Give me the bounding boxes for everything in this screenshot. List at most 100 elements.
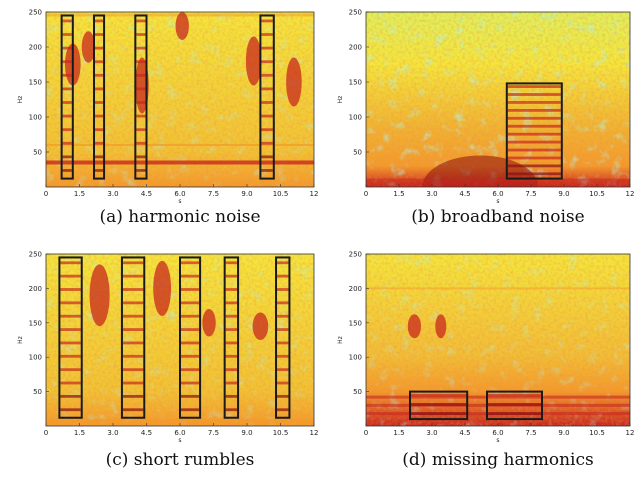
harmonic-stripe (122, 368, 144, 372)
y-tick-label: 100 (349, 354, 362, 362)
x-tick-label: 12 (626, 190, 635, 198)
x-tick-label: 6.0 (492, 190, 503, 198)
harmonic-stripe (277, 354, 289, 358)
y-tick-label: 150 (29, 319, 42, 327)
harmonic-stripe (62, 73, 72, 77)
harmonic-stripe (95, 87, 104, 91)
noise-band (46, 419, 314, 426)
harmonic-stripe (277, 381, 289, 385)
harmonic-stripe (507, 85, 561, 88)
x-tick-label: 1.5 (393, 190, 404, 198)
y-tick-label: 250 (29, 251, 42, 259)
harmonic-stripe (507, 108, 561, 112)
x-tick-label: 9.0 (241, 190, 252, 198)
y-tick-label: 200 (349, 285, 362, 293)
x-tick-label: 10.5 (273, 190, 289, 198)
harmonic-stripe (136, 46, 146, 50)
harmonic-stripe (507, 164, 561, 168)
harmonic-stripe (181, 354, 200, 358)
y-tick-label: 200 (29, 285, 42, 293)
y-tick-label: 250 (29, 9, 42, 17)
harmonic-stripe (181, 394, 200, 398)
harmonic-stripe (60, 328, 81, 331)
harmonic-stripe (507, 148, 561, 152)
harmonic-stripe (225, 274, 238, 278)
harmonic-stripe (181, 368, 200, 372)
x-tick-label: 4.5 (459, 190, 470, 198)
harmonic-stripe (62, 19, 72, 23)
y-axis-label: Hz (17, 336, 24, 344)
x-tick-label: 3.0 (426, 429, 437, 437)
call-streak (175, 12, 189, 40)
y-tick-label: 100 (29, 114, 42, 122)
call-streak (89, 264, 110, 327)
panel-caption: (d) missing harmonics (402, 450, 593, 470)
harmonic-stripe (181, 381, 200, 385)
harmonic-stripe (507, 132, 561, 136)
y-tick-label: 100 (29, 354, 42, 362)
harmonic-stripe (122, 328, 144, 331)
harmonic-stripe (62, 114, 72, 118)
harmonic-stripe (136, 73, 146, 77)
spectrogram-b (366, 12, 630, 187)
harmonic-stripe (225, 341, 238, 345)
harmonic-stripe (62, 128, 72, 132)
harmonic-stripe (60, 381, 81, 385)
x-tick-label: 6.0 (492, 429, 503, 437)
y-tick-label: 150 (29, 79, 42, 87)
harmonic-stripe (122, 274, 144, 278)
harmonic-stripe (225, 301, 238, 305)
y-axis-label: Hz (17, 96, 24, 104)
harmonic-stripe (507, 101, 561, 104)
harmonic-stripe (181, 408, 200, 412)
harmonic-stripe (122, 301, 144, 305)
annotation-box (275, 256, 291, 419)
harmonic-stripe (411, 393, 467, 397)
harmonic-stripe (60, 341, 81, 345)
x-tick-label: 10.5 (589, 190, 605, 198)
y-tick-label: 50 (33, 388, 42, 396)
call-streak (202, 309, 216, 337)
harmonic-stripe (261, 33, 273, 36)
call-streak (245, 36, 262, 86)
x-tick-label: 7.5 (208, 429, 219, 437)
harmonic-stripe (136, 19, 146, 23)
harmonic-stripe (60, 408, 81, 412)
y-tick-label: 100 (349, 114, 362, 122)
harmonic-stripe (136, 128, 146, 132)
call-streak (81, 31, 96, 63)
harmonic-stripe (181, 261, 200, 265)
x-tick-label: 0 (364, 190, 368, 198)
harmonic-stripe (95, 155, 104, 159)
x-tick-label: 10.5 (273, 429, 289, 437)
x-tick-label: 3.0 (107, 190, 118, 198)
harmonic-stripe (277, 314, 289, 318)
harmonic-stripe (277, 288, 289, 291)
harmonic-stripe (181, 341, 200, 345)
harmonic-stripe (95, 19, 104, 23)
panel-b: 0 1.5 3.0 4.5 6.0 7.5 9.0 10.5 12 50 100 150 200 250 s… (337, 9, 634, 228)
harmonic-stripe (181, 314, 200, 318)
harmonic-stripe (122, 288, 144, 291)
x-tick-label: 12 (310, 429, 319, 437)
harmonic-stripe (62, 46, 72, 50)
call-streak (153, 260, 172, 316)
harmonic-stripe (62, 101, 72, 104)
harmonic-stripe (122, 381, 144, 385)
harmonic-stripe (136, 141, 146, 145)
x-tick-label: 9.0 (558, 429, 569, 437)
harmonic-stripe (181, 328, 200, 331)
harmonic-stripe (122, 314, 144, 318)
harmonic-stripe (225, 328, 238, 331)
harmonic-stripe (122, 354, 144, 358)
y-tick-label: 50 (353, 388, 362, 396)
harmonic-stripe (122, 341, 144, 345)
harmonic-line (366, 287, 630, 290)
harmonic-stripe (261, 87, 273, 91)
x-tick-label: 7.5 (525, 429, 536, 437)
harmonic-stripe (136, 60, 146, 64)
harmonic-stripe (277, 328, 289, 331)
x-tick-label: 12 (626, 429, 635, 437)
